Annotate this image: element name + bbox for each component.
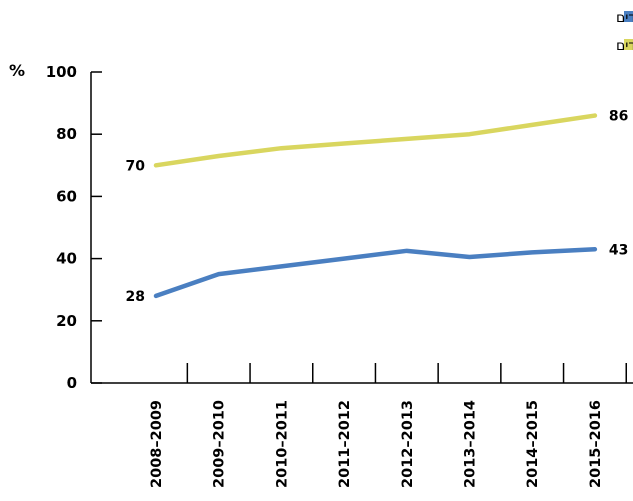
data-labels: 28 43 70 86 bbox=[126, 109, 629, 305]
x-tick-label: 2012–2013 bbox=[400, 400, 416, 488]
y-tick-label: 100 bbox=[46, 63, 77, 81]
data-label: 70 bbox=[126, 158, 146, 174]
legend: חרדים יהודים לא־חרדים bbox=[616, 10, 633, 54]
series-line-0 bbox=[153, 247, 598, 299]
legend-swatch-non-haredi-jews bbox=[624, 39, 633, 50]
x-tick-label: 2013–2014 bbox=[463, 400, 479, 488]
legend-swatch-haredim bbox=[624, 11, 633, 22]
data-label: 86 bbox=[609, 109, 628, 125]
y-tick-label: 80 bbox=[56, 125, 77, 143]
y-axis-unit-label: % bbox=[9, 61, 25, 80]
data-label: 28 bbox=[126, 289, 145, 305]
x-tick-label: 2015–2016 bbox=[588, 400, 604, 488]
legend-label-non-haredi-jews: יהודים לא־חרדים bbox=[616, 38, 633, 54]
series-lines bbox=[153, 113, 598, 299]
x-tick-label: 2014–2015 bbox=[525, 400, 541, 488]
x-tick-label: 2008–2009 bbox=[149, 400, 165, 488]
x-axis-ticks: 2008–2009 2009–2010 2010–2011 2011–2012 2012… bbox=[149, 363, 627, 488]
y-tick-label: 0 bbox=[67, 374, 77, 392]
x-tick-label: 2011–2012 bbox=[337, 400, 353, 488]
y-tick-label: 20 bbox=[56, 312, 77, 330]
legend-label-haredim: חרדים bbox=[616, 10, 633, 26]
y-tick-label: 40 bbox=[56, 250, 77, 268]
y-tick-label: 60 bbox=[56, 187, 77, 205]
x-tick-label: 2010–2011 bbox=[274, 400, 290, 488]
y-axis-ticks: 0 20 40 60 80 100 bbox=[46, 63, 102, 392]
series-line-1 bbox=[153, 113, 598, 168]
x-tick-label: 2009–2010 bbox=[212, 400, 228, 488]
data-label: 43 bbox=[609, 242, 628, 258]
